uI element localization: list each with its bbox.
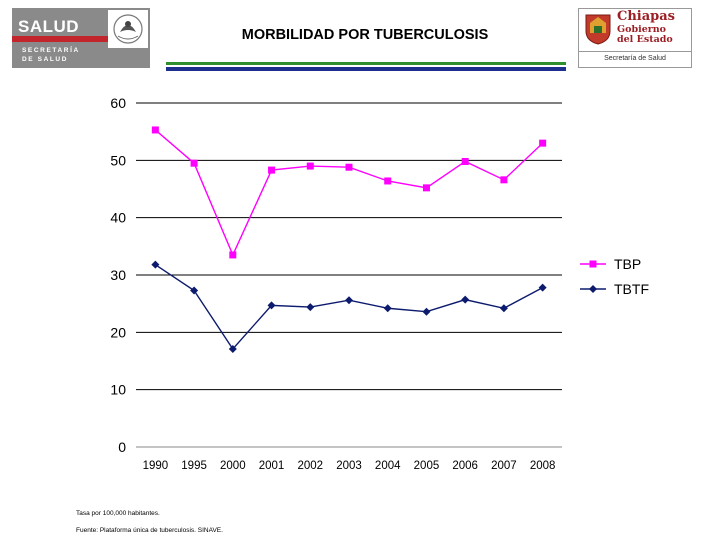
chiapas-logo-line2: del Estado xyxy=(617,34,673,45)
point-tbtf xyxy=(190,286,199,295)
salud-logo: SALUD SECRETARÍA DE SALUD xyxy=(12,8,150,68)
chiapas-logo-name: Chiapas xyxy=(617,9,675,24)
point-tbtf xyxy=(267,301,276,310)
point-tbp xyxy=(190,159,198,167)
point-tbtf xyxy=(383,304,392,313)
header-rule-blue xyxy=(166,67,566,71)
x-tick-label: 2008 xyxy=(530,460,556,472)
chiapas-logo-gov: Gobierno del Estado xyxy=(617,25,673,45)
series-line-tbtf xyxy=(154,264,543,351)
x-tick-label: 1990 xyxy=(143,460,169,472)
source-footnote: Fuente: Plataforma única de tuberculosis… xyxy=(76,527,223,534)
y-tick-label: 50 xyxy=(110,152,126,168)
x-tick-label: 2003 xyxy=(336,460,362,472)
point-tbtf xyxy=(151,260,160,269)
point-tbtf xyxy=(228,344,237,353)
y-axis-ticks: 0 10 20 30 40 50 60 xyxy=(110,95,126,455)
point-tbtf xyxy=(306,303,315,312)
point-tbp xyxy=(422,184,430,192)
point-tbp xyxy=(306,162,314,170)
y-tick-label: 40 xyxy=(110,210,126,226)
point-tbtf xyxy=(499,304,508,313)
y-tick-label: 30 xyxy=(110,267,126,283)
point-tbtf xyxy=(538,283,547,292)
x-tick-label: 2007 xyxy=(491,460,517,472)
y-tick-label: 0 xyxy=(118,439,126,455)
point-tbp xyxy=(500,176,508,184)
x-tick-label: 2000 xyxy=(220,460,246,472)
chart-gridlines xyxy=(136,102,562,391)
chiapas-shield-icon xyxy=(585,14,611,45)
y-tick-label: 60 xyxy=(110,95,126,111)
salud-logo-subtitle: SECRETARÍA DE SALUD xyxy=(22,46,80,64)
x-axis-ticks: 1990 1995 2000 2001 2002 2003 2004 2005 2006 2007… xyxy=(143,460,556,472)
salud-logo-line1: SECRETARÍA xyxy=(22,47,80,54)
x-tick-label: 2004 xyxy=(375,460,401,472)
legend-marker-tbp xyxy=(589,260,597,268)
chiapas-logo: Chiapas Gobierno del Estado Secretaría d… xyxy=(578,8,692,68)
header-rule-green xyxy=(166,62,566,65)
chiapas-logo-dept: Secretaría de Salud xyxy=(579,51,691,62)
y-tick-label: 10 xyxy=(110,382,126,398)
x-tick-label: 2001 xyxy=(259,460,285,472)
x-tick-label: 2002 xyxy=(297,460,323,472)
point-tbp xyxy=(461,157,469,165)
x-tick-label: 2006 xyxy=(452,460,478,472)
mexico-seal-icon xyxy=(108,10,148,48)
salud-logo-word: SALUD xyxy=(18,17,80,36)
point-tbp xyxy=(539,139,547,147)
point-tbp xyxy=(229,251,237,259)
point-tbp xyxy=(268,166,276,174)
x-tick-label: 2005 xyxy=(414,460,440,472)
chart-series xyxy=(151,126,547,353)
point-tbtf xyxy=(422,307,431,316)
point-tbtf xyxy=(461,295,470,304)
x-tick-label: 1995 xyxy=(181,460,207,472)
legend-label-tbtf: TBTF xyxy=(614,281,649,297)
y-tick-label: 20 xyxy=(110,324,126,340)
chiapas-logo-line1: Gobierno xyxy=(617,24,666,35)
page-title: MORBILIDAD POR TUBERCULOSIS xyxy=(241,27,489,43)
rate-footnote: Tasa por 100,000 habitantes. xyxy=(76,510,160,517)
point-tbtf xyxy=(345,296,353,305)
point-tbp xyxy=(151,126,159,134)
point-tbp xyxy=(345,163,353,171)
logo-red-bar xyxy=(12,36,108,42)
series-line-tbp xyxy=(154,129,544,257)
point-tbp xyxy=(384,177,392,185)
salud-logo-line2: DE SALUD xyxy=(22,56,69,63)
legend-label-tbp: TBP xyxy=(614,256,641,272)
legend-marker-tbtf xyxy=(589,285,597,293)
chart-legend: TBP TBTF xyxy=(580,256,649,297)
